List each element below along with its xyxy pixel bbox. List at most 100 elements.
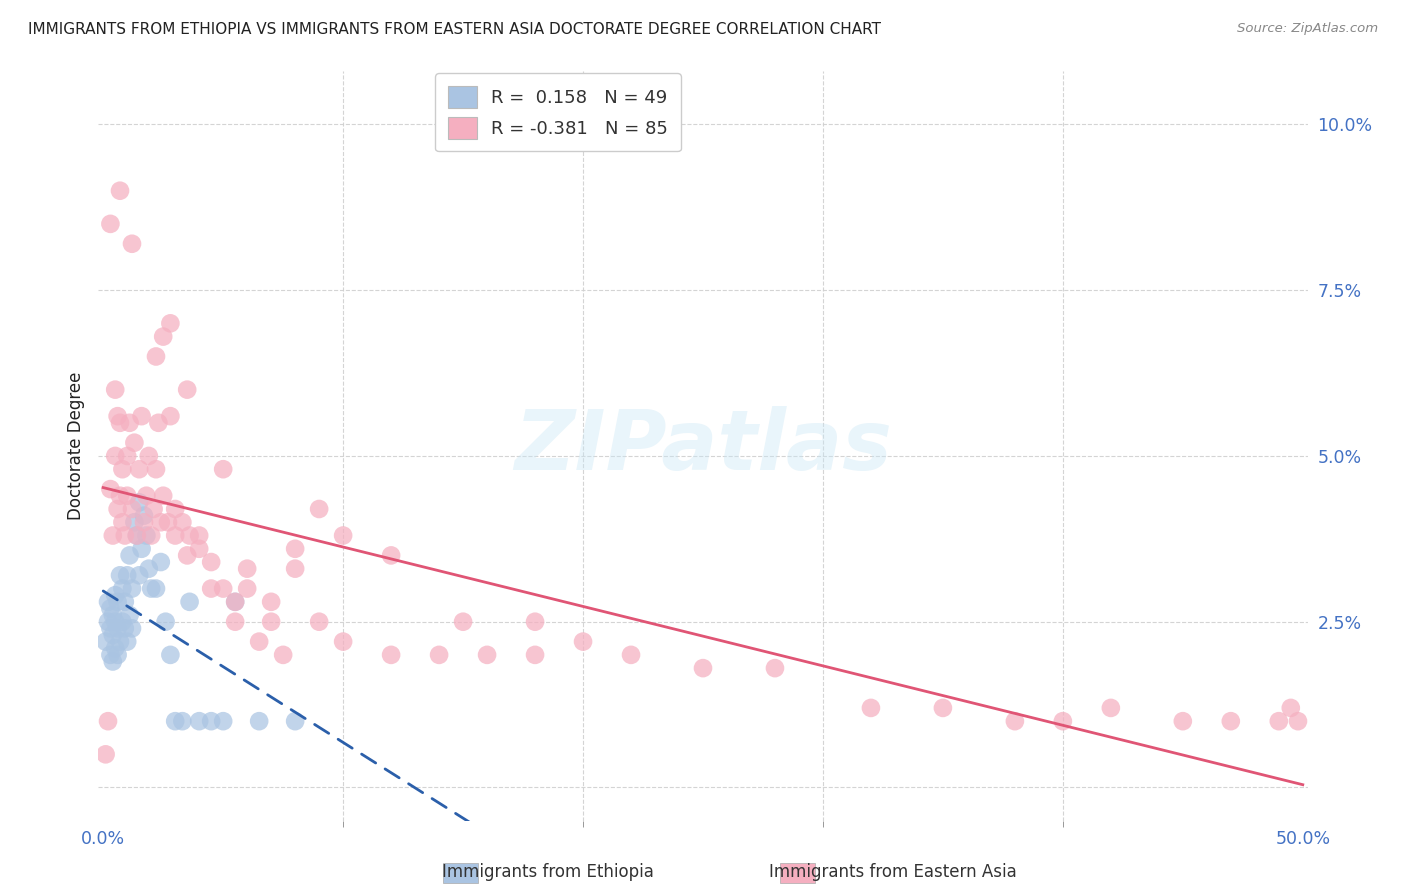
Point	[284, 541, 307, 556]
Point	[107, 502, 129, 516]
Legend: R =  0.158   N = 49, R = -0.381   N = 85: R = 0.158 N = 49, R = -0.381 N = 85	[436, 73, 681, 152]
Point	[224, 615, 246, 629]
Point	[131, 541, 153, 556]
Point	[100, 648, 122, 662]
Point	[121, 236, 143, 251]
Point	[271, 648, 294, 662]
Point	[121, 502, 143, 516]
Point	[145, 350, 167, 364]
Point	[145, 462, 167, 476]
Point	[132, 515, 155, 529]
Point	[155, 615, 177, 629]
Point	[107, 409, 129, 424]
Point	[188, 541, 211, 556]
Point	[94, 747, 117, 762]
Point	[100, 482, 122, 496]
Point	[94, 634, 117, 648]
Point	[179, 595, 201, 609]
Point	[108, 568, 131, 582]
Y-axis label: Doctorate Degree: Doctorate Degree	[66, 372, 84, 520]
Point	[142, 502, 165, 516]
Point	[427, 648, 450, 662]
Point	[524, 648, 547, 662]
Point	[135, 528, 157, 542]
Point	[284, 714, 307, 728]
Point	[101, 655, 124, 669]
Point	[1099, 701, 1122, 715]
Point	[212, 582, 235, 596]
Point	[224, 595, 246, 609]
Point	[148, 416, 170, 430]
Point	[475, 648, 498, 662]
Point	[100, 621, 122, 635]
Point	[159, 409, 181, 424]
Point	[308, 615, 330, 629]
Text: ZIPatlas: ZIPatlas	[515, 406, 891, 486]
Point	[156, 515, 179, 529]
Point	[107, 595, 129, 609]
Point	[128, 495, 150, 509]
Point	[149, 515, 172, 529]
Point	[1279, 701, 1302, 715]
Point	[121, 621, 143, 635]
Point	[247, 714, 270, 728]
Point	[165, 502, 187, 516]
Point	[212, 462, 235, 476]
Point	[107, 648, 129, 662]
Point	[1052, 714, 1074, 728]
Point	[111, 615, 134, 629]
Point	[308, 502, 330, 516]
Point	[149, 555, 172, 569]
Point	[108, 634, 131, 648]
Point	[128, 568, 150, 582]
Text: IMMIGRANTS FROM ETHIOPIA VS IMMIGRANTS FROM EASTERN ASIA DOCTORATE DEGREE CORREL: IMMIGRANTS FROM ETHIOPIA VS IMMIGRANTS F…	[28, 22, 882, 37]
Point	[859, 701, 882, 715]
Text: Source: ZipAtlas.com: Source: ZipAtlas.com	[1237, 22, 1378, 36]
Point	[332, 528, 354, 542]
Point	[121, 582, 143, 596]
Point	[114, 528, 136, 542]
Point	[118, 549, 141, 563]
Point	[380, 549, 402, 563]
Point	[104, 588, 127, 602]
Point	[132, 508, 155, 523]
Point	[620, 648, 643, 662]
Point	[524, 615, 547, 629]
Point	[100, 601, 122, 615]
Point	[152, 329, 174, 343]
Point	[200, 555, 222, 569]
Point	[108, 184, 131, 198]
Point	[111, 515, 134, 529]
Point	[114, 621, 136, 635]
Point	[176, 549, 198, 563]
Point	[135, 489, 157, 503]
Point	[188, 714, 211, 728]
Point	[200, 582, 222, 596]
Point	[1268, 714, 1291, 728]
Point	[125, 528, 148, 542]
Point	[145, 582, 167, 596]
Point	[380, 648, 402, 662]
Point	[284, 562, 307, 576]
Point	[97, 595, 120, 609]
Point	[111, 582, 134, 596]
Point	[179, 528, 201, 542]
Point	[159, 648, 181, 662]
Point	[200, 714, 222, 728]
Point	[115, 489, 138, 503]
Point	[141, 582, 163, 596]
Point	[118, 416, 141, 430]
Point	[159, 316, 181, 330]
Point	[128, 462, 150, 476]
Text: Immigrants from Eastern Asia: Immigrants from Eastern Asia	[769, 863, 1017, 881]
Point	[260, 615, 283, 629]
Point	[172, 714, 194, 728]
Point	[224, 595, 246, 609]
Point	[176, 383, 198, 397]
Point	[104, 641, 127, 656]
Point	[104, 615, 127, 629]
Point	[124, 515, 146, 529]
Point	[107, 621, 129, 635]
Point	[332, 634, 354, 648]
Point	[247, 634, 270, 648]
